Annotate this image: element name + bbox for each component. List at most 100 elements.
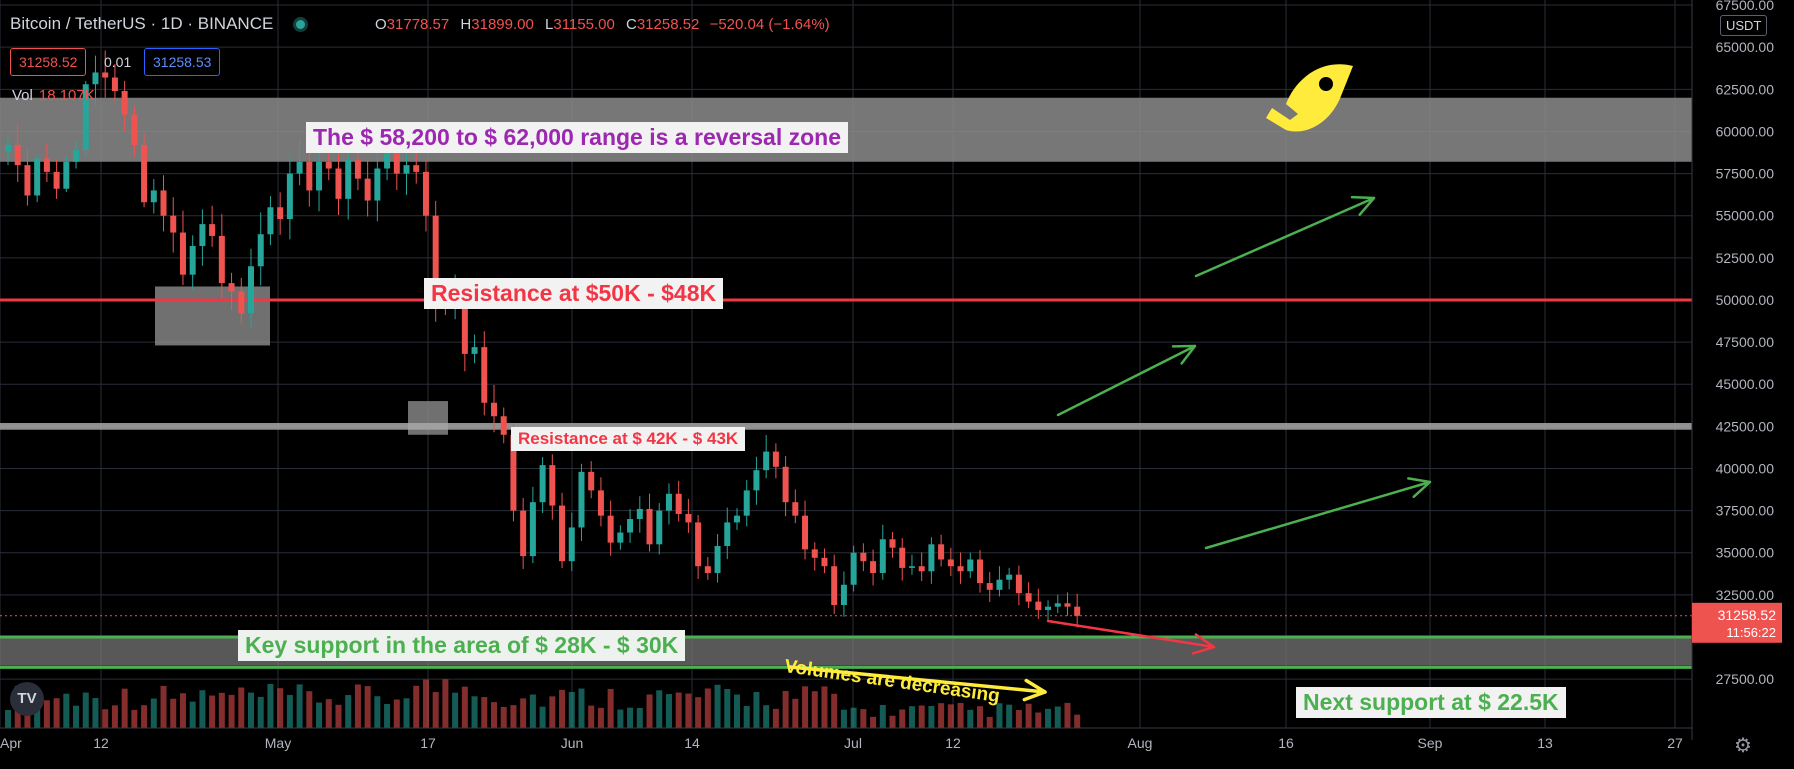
candle-body [5,144,11,152]
volume-bar [5,710,11,728]
candle-body [1064,603,1071,607]
candle-body [170,215,177,233]
y-tick-label: 57500.00 [1716,166,1775,182]
volume-bar [267,684,274,728]
volume-bar [393,699,400,728]
volume-bar [792,698,799,728]
candle-body [393,148,400,174]
volume-value: 18.107K [38,87,95,104]
price-zones [0,97,1692,669]
volume-bar [724,688,731,728]
candle-body [43,158,50,172]
volume-bar [899,709,906,728]
candle-body [986,583,993,590]
candle-body [802,515,809,550]
candle-body [714,546,721,573]
volume-bar [345,695,352,728]
interval[interactable]: 1D [160,14,183,33]
candle-body [947,559,954,567]
annotation-resistance-42k: Resistance at $ 42K - $ 43K [511,427,746,451]
volume-bar [1035,712,1042,728]
volume-bar [1054,706,1061,728]
volume-bar [850,707,857,728]
volume-bar [1006,704,1013,728]
volume-bar [277,688,284,728]
x-tick-label: 12 [93,735,109,751]
candle-body [977,559,983,584]
candle-body [277,207,284,220]
volume-bar [996,703,1003,728]
volume-bar [189,701,196,728]
volume-bar [802,686,809,728]
candle-body [111,77,118,91]
volume-bar [763,705,770,728]
volume-bar [160,685,167,728]
candle-body [636,508,643,520]
volume-bar [491,702,497,728]
candle-body [578,471,585,528]
y-tick-label: 65000.00 [1716,39,1775,55]
y-tick-label: 37500.00 [1716,503,1775,519]
volume-bar [286,694,293,728]
volume-bar [209,695,216,728]
x-tick-label: May [265,735,291,751]
volume-bar [354,684,361,728]
candle-body [743,490,750,516]
candle-body [520,510,527,557]
volume-bar [967,709,974,728]
x-tick-label: Aug [1128,735,1153,751]
candle-body [131,114,138,145]
volume-bar [131,709,138,728]
candle-body [675,493,682,514]
volume-bar [82,692,89,728]
price-axis[interactable]: 27500.0030000.0032500.0035000.0037500.00… [1691,0,1794,769]
candle-body [384,148,391,169]
volume-bar [316,702,323,728]
candle-body [840,584,847,605]
candle-body [724,522,731,546]
candle-body [685,513,692,523]
candle-body [228,283,235,292]
candle-body [364,178,371,201]
volume-bar [92,698,99,728]
volume-bar [422,679,429,728]
candle-body [539,465,546,503]
currency-button[interactable]: USDT [1720,15,1768,36]
volume-bar [840,709,847,728]
candle-body [588,471,595,491]
annotation-resistance-50k: Resistance at $50K - $48K [424,278,724,309]
candle-body [121,91,128,115]
candle-body [607,515,614,543]
volume-bar [257,696,264,728]
candle-body [461,294,468,354]
volume-bar [597,707,604,728]
symbol-header[interactable]: Bitcoin / TetherUS · 1D · BINANCE [10,14,319,34]
volume-legend: Vol 18.107K [12,87,95,104]
candle-body [345,160,352,199]
volume-bar [432,692,439,728]
spread-value: 0.01 [104,54,132,70]
tradingview-logo[interactable]: TV [10,682,44,716]
candle-body [92,72,99,85]
candle-body [14,144,21,166]
candle-body [870,561,877,573]
volume-bar [1015,710,1022,728]
volume-bar [63,693,70,728]
gear-icon[interactable]: ⚙ [1734,735,1752,757]
time-axis[interactable]: Apr 12 May 17 Jun 14 Jul 12 Aug 16 Sep 13 27 [0,727,1692,751]
candle-body [850,552,857,585]
symbol-name[interactable]: Bitcoin / TetherUS [10,14,146,33]
up-arrow-bottom [1204,480,1432,550]
volume-bar [199,690,206,728]
volume-bar [568,692,575,728]
volume-bar [636,707,643,728]
candle-body [879,539,886,573]
volume-bar [675,692,682,728]
low-value: 31155.00 [553,16,615,33]
buy-button[interactable]: 31258.53 [144,48,221,76]
sell-button[interactable]: 31258.52 [10,48,87,76]
volume-bar [73,705,80,728]
candle-body [199,224,206,247]
volume-bar [520,698,527,728]
volume-bar [811,691,818,728]
